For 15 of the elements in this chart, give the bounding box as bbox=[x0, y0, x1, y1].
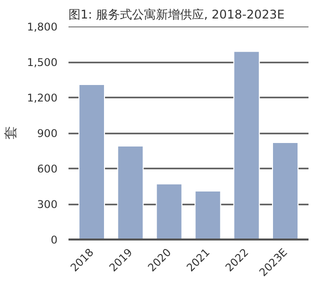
bar bbox=[156, 183, 182, 240]
bar bbox=[78, 84, 105, 240]
chart-title: 图1: 服务式公寓新增供应, 2018-2023E bbox=[68, 8, 285, 22]
y-tick-label: 900 bbox=[37, 127, 58, 140]
bar bbox=[272, 142, 299, 240]
y-tick-label: 1,500 bbox=[26, 56, 58, 69]
y-tick-label: 300 bbox=[37, 198, 58, 211]
bar bbox=[233, 50, 260, 240]
bar bbox=[117, 146, 144, 240]
y-tick-label: 1,800 bbox=[26, 20, 58, 34]
y-tick-label: 600 bbox=[37, 162, 58, 176]
y-tick-label: 0 bbox=[50, 234, 58, 246]
y-tick-label: 1,200 bbox=[26, 92, 58, 104]
bar bbox=[194, 190, 222, 240]
y-axis-title: 套 bbox=[4, 126, 19, 140]
